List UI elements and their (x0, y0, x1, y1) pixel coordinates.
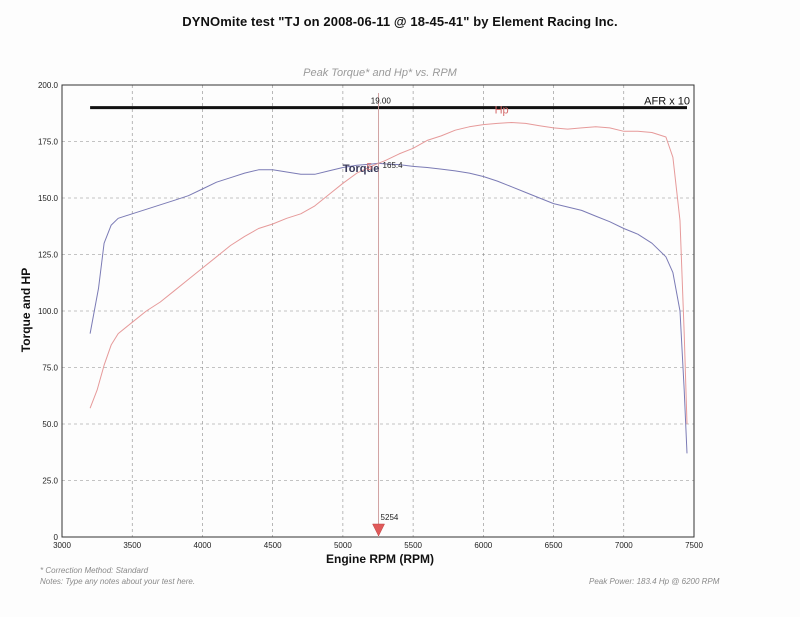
x-tick-label: 7000 (615, 541, 633, 550)
y-tick-label: 125.0 (38, 251, 59, 260)
report-title: DYNOmite test "TJ on 2008-06-11 @ 18-45-… (182, 14, 618, 29)
crossover-value-label: 165.4 (383, 161, 404, 170)
hp-series-label: Hp (495, 104, 509, 116)
axes: 3000 3500 4000 4500 5000 5500 6000 6500 7000 7500… (38, 81, 703, 550)
torque-hp-overlap-label: 5 (367, 162, 373, 173)
x-tick-label: 5000 (334, 541, 352, 550)
series-lines (89, 106, 688, 454)
y-tick-label: 150.0 (38, 194, 59, 203)
x-axis-label: Engine RPM (RPM) (326, 552, 434, 566)
test-notes: Notes: Type any notes about your test he… (40, 577, 196, 586)
grid-lines (61, 84, 695, 538)
torque-series-label: Torque (343, 163, 379, 175)
x-tick-label: 6000 (474, 541, 492, 550)
afr-value-label: 19.00 (371, 97, 392, 106)
y-tick-label: 0 (54, 533, 59, 542)
hp-line (89, 122, 688, 425)
y-tick-label: 175.0 (38, 138, 59, 147)
y-tick-label: 75.0 (42, 364, 58, 373)
x-tick-label: 5500 (404, 541, 422, 550)
y-tick-label: 100.0 (38, 307, 59, 316)
correction-method-note: * Correction Method: Standard (40, 566, 149, 575)
chart-title: Peak Torque* and Hp* vs. RPM (303, 67, 458, 79)
y-tick-label: 25.0 (42, 477, 58, 486)
y-axis-label: Torque and HP (19, 268, 33, 352)
peak-power-note: Peak Power: 183.4 Hp @ 6200 RPM (589, 577, 720, 586)
crossover-marker-triangle (372, 523, 385, 537)
x-tick-label: 3500 (123, 541, 141, 550)
plot-frame (61, 84, 695, 538)
y-tick-label: 200.0 (38, 81, 59, 90)
x-tick-label: 7500 (685, 541, 703, 550)
torque-line (89, 162, 688, 454)
y-tick-label: 50.0 (42, 420, 58, 429)
x-tick-label: 6500 (545, 541, 563, 550)
crossover-rpm-label: 5254 (381, 513, 399, 522)
x-tick-label: 4500 (264, 541, 282, 550)
x-tick-label: 4000 (194, 541, 212, 550)
x-tick-label: 3000 (53, 541, 71, 550)
afr-series-label: AFR x 10 (644, 96, 690, 108)
